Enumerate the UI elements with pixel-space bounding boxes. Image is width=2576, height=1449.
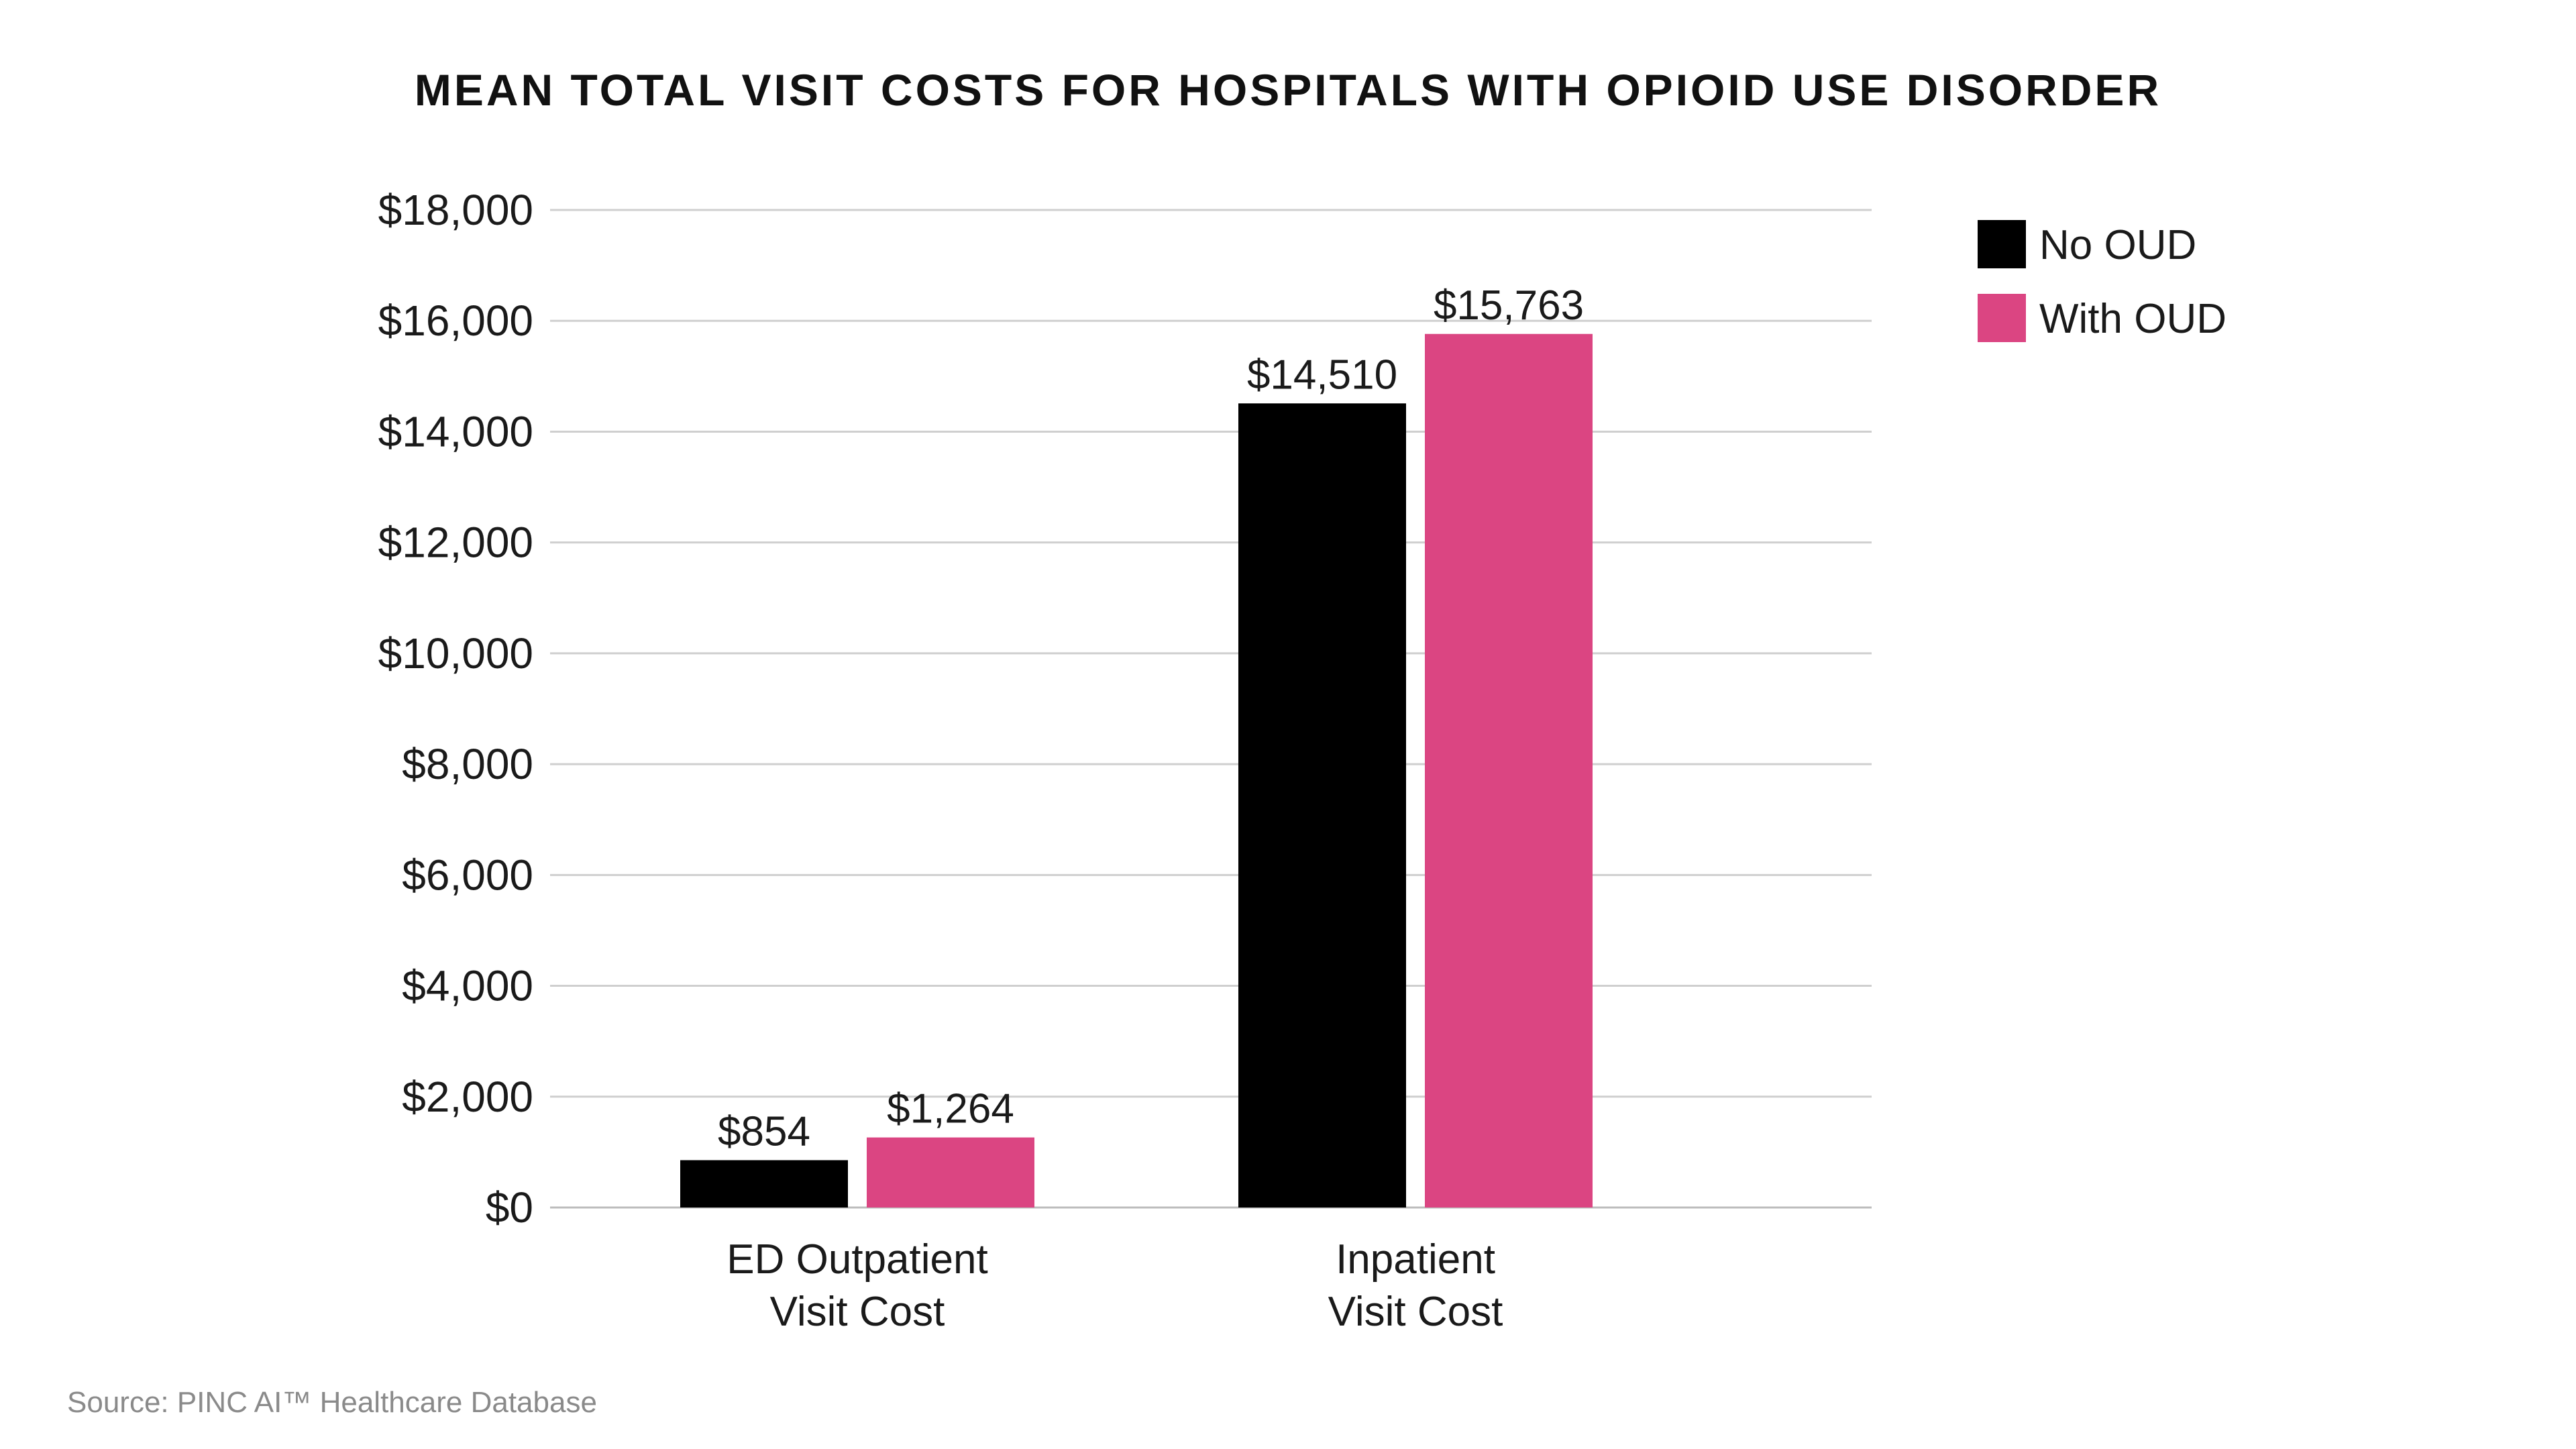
data-label: $14,510 [1247, 352, 1397, 398]
y-axis-ticks: $0 $2,000 $4,000 $6,000 $8,000 $10,000 $12,000… [378, 186, 533, 1232]
legend: No OUD With OUD [1978, 220, 2226, 342]
y-tick-label: $12,000 [378, 519, 533, 567]
x-tick-label: ED Outpatient [727, 1236, 987, 1283]
gridlines [550, 209, 1872, 1209]
source-note: Source: PINC AI™ Healthcare Database [67, 1386, 597, 1419]
bar-no-oud-1 [1238, 403, 1406, 1208]
y-tick-label: $14,000 [378, 407, 533, 455]
legend-swatch-with-oud [1978, 294, 2026, 342]
bar-with-oud-0 [867, 1137, 1034, 1208]
y-tick-label: $6,000 [402, 851, 533, 899]
data-labels: $854 $14,510 $1,264 $15,763 [718, 282, 1584, 1155]
x-tick-label: Visit Cost [1328, 1289, 1503, 1335]
legend-label: No OUD [2039, 222, 2196, 268]
bars [680, 333, 1593, 1208]
bar-no-oud-0 [680, 1160, 848, 1208]
y-tick-label: $2,000 [402, 1073, 533, 1121]
y-tick-label: $8,000 [402, 740, 533, 788]
y-tick-label: $18,000 [378, 186, 533, 234]
x-tick-label: Inpatient [1336, 1236, 1495, 1283]
data-label: $1,264 [887, 1086, 1014, 1132]
y-tick-label: $16,000 [378, 297, 533, 345]
x-tick-label: Visit Cost [770, 1289, 945, 1335]
x-axis-categories: ED Outpatient Visit Cost Inpatient Visit Co… [727, 1236, 1503, 1335]
chart-title: MEAN TOTAL VISIT COSTS FOR HOSPITALS WIT… [415, 65, 2161, 115]
data-label: $15,763 [1434, 282, 1584, 329]
y-tick-label: $10,000 [378, 629, 533, 678]
bar-with-oud-1 [1425, 333, 1593, 1208]
legend-label: With OUD [2039, 296, 2226, 342]
y-tick-label: $0 [486, 1183, 533, 1232]
y-tick-label: $4,000 [402, 962, 533, 1010]
data-label: $854 [718, 1108, 810, 1155]
legend-swatch-no-oud [1978, 220, 2026, 268]
